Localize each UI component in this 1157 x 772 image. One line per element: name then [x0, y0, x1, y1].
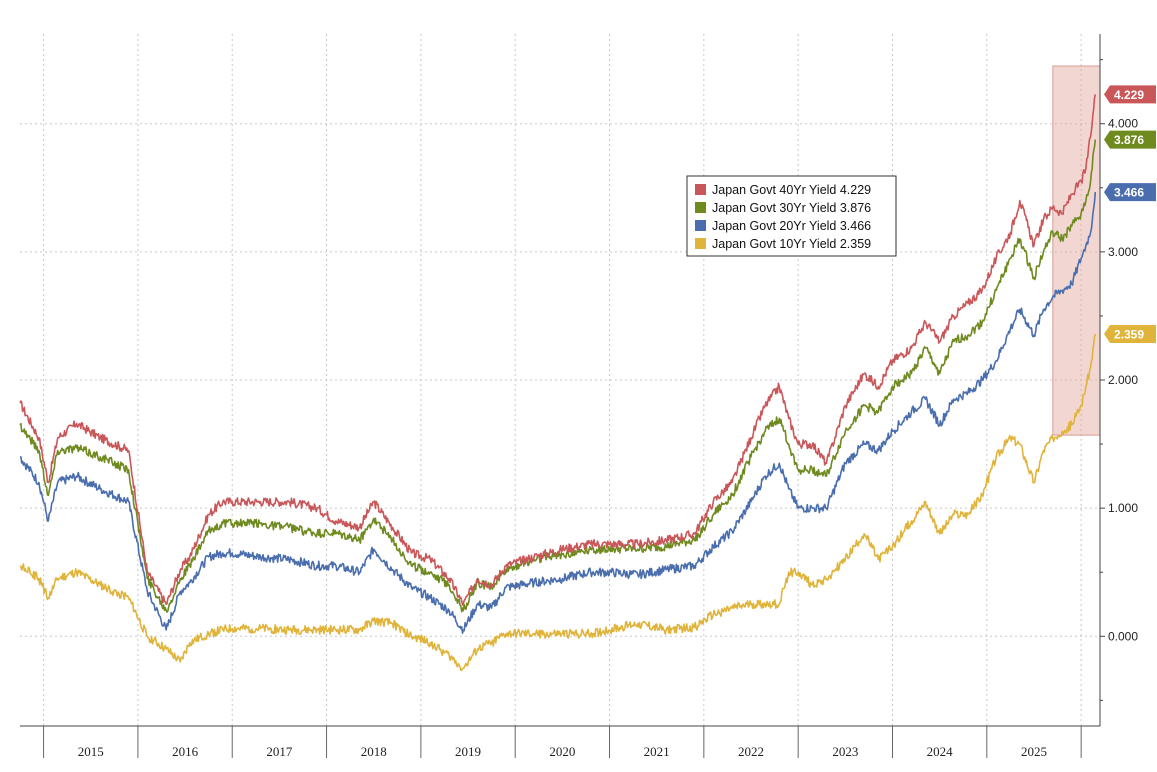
x-tick-label: 2023	[832, 744, 858, 759]
grid-lines	[20, 34, 1100, 726]
y-tick-label: 4.000	[1108, 117, 1138, 131]
last-value-label: 3.466	[1114, 186, 1144, 200]
last-value-label: 4.229	[1114, 88, 1144, 102]
last-value-badge	[1104, 130, 1156, 149]
legend-entry: Japan Govt 20Yr Yield 3.466	[712, 219, 871, 233]
last-value-badge	[1104, 85, 1156, 104]
x-tick-label: 2015	[78, 744, 104, 759]
legend-swatch	[695, 220, 706, 231]
last-value-badges: 4.229 3.876 3.466 2.359	[1104, 85, 1156, 343]
y-tick-label: 2.000	[1108, 373, 1138, 387]
legend-swatch	[695, 184, 706, 195]
x-tick-label: 2022	[738, 744, 764, 759]
y-tick-label: 0.000	[1108, 629, 1138, 643]
last-value-label: 2.359	[1114, 327, 1144, 341]
x-tick-label: 2018	[361, 744, 387, 759]
legend-entry: Japan Govt 10Yr Yield 2.359	[712, 237, 871, 251]
axes: 0.000 1.000 2.000 3.000 4.000 2015 2016 2017 201…	[20, 34, 1138, 759]
legend-entry: Japan Govt 30Yr Yield 3.876	[712, 201, 871, 215]
series-lines	[19, 94, 1097, 672]
x-tick-label: 2021	[644, 744, 670, 759]
y-tick-label: 3.000	[1108, 245, 1138, 259]
x-tick-label: 2017	[266, 744, 293, 759]
series-line-japan-govt-30yr-yield	[19, 139, 1097, 613]
legend-entry: Japan Govt 40Yr Yield 4.229	[712, 183, 871, 197]
x-tick-label: 2019	[455, 744, 481, 759]
x-tick-label: 2020	[549, 744, 575, 759]
x-tick-label: 2024	[927, 744, 954, 759]
legend-swatch	[695, 202, 706, 213]
legend-swatch	[695, 238, 706, 249]
legend-box	[686, 175, 897, 257]
legend: Japan Govt 40Yr Yield 4.229 Japan Govt 30…	[686, 175, 897, 257]
series-line-japan-govt-40yr-yield	[19, 94, 1097, 606]
last-value-badge	[1104, 183, 1156, 202]
y-tick-label: 1.000	[1108, 501, 1138, 515]
last-value-badge	[1104, 324, 1156, 343]
highlight-region	[1052, 65, 1101, 436]
last-value-label: 3.876	[1114, 133, 1144, 147]
x-tick-label: 2025	[1021, 744, 1047, 759]
x-tick-label: 2016	[172, 744, 199, 759]
series-line-japan-govt-10yr-yield	[19, 333, 1097, 672]
series-line-japan-govt-20yr-yield	[20, 192, 1097, 634]
